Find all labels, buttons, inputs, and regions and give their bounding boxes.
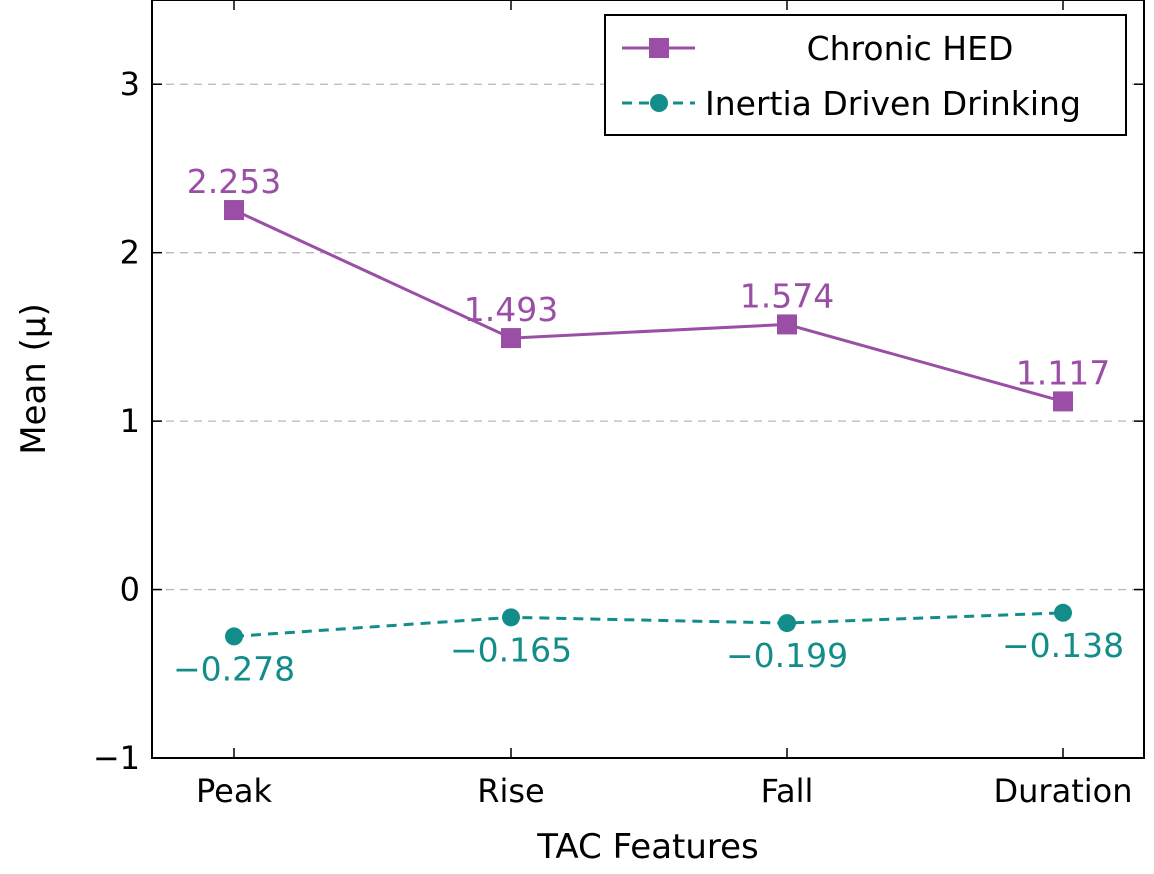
legend-label-chronic-hed: Chronic HED (807, 29, 1014, 68)
legend-box (604, 14, 1127, 136)
data-label-s1-3: −0.138 (1002, 626, 1124, 665)
data-label-s0-2: 1.574 (740, 276, 834, 315)
data-point-s1-0 (225, 627, 243, 646)
series-line-1 (233, 611, 1064, 638)
data-point-s1-2 (778, 614, 796, 633)
data-label-s0-1: 1.493 (464, 290, 558, 329)
x-tick-label-1: Rise (477, 772, 544, 810)
legend-marker-chronic-hed (649, 38, 669, 58)
data-label-s1-0: −0.278 (173, 649, 295, 688)
data-point-s0-1 (501, 328, 521, 349)
data-point-s1-1 (502, 608, 520, 627)
y-axis-title: Mean (μ) (14, 303, 54, 455)
axes (151, 0, 1145, 759)
legend-marker-inertia-driven-drinking (650, 94, 668, 112)
data-point-s0-0 (224, 200, 244, 221)
data-labels: 2.253 1.493 1.574 1.117 −0.278 −0.165 −0.199 −0… (173, 162, 1124, 688)
x-tick-label-0: Peak (196, 772, 272, 810)
legend: Chronic HED Inertia Driven Drinking (604, 14, 1127, 136)
y-tick-label-2: 1 (120, 402, 140, 440)
data-label-s0-0: 2.253 (187, 162, 281, 201)
data-point-s1-3 (1054, 603, 1072, 622)
x-tick-label-2: Fall (761, 772, 814, 810)
plot-frame (151, 0, 1145, 759)
y-tick-label-1: 0 (120, 571, 140, 609)
y-tick-label-0: −1 (93, 739, 140, 777)
y-tick-label-3: 2 (120, 234, 140, 272)
data-series (224, 200, 1073, 646)
data-label-s1-2: −0.199 (726, 636, 848, 675)
x-tick-label-3: Duration (994, 772, 1133, 810)
data-point-s0-2 (777, 314, 797, 335)
x-axis-title: TAC Features (536, 827, 759, 867)
data-label-s1-1: −0.165 (450, 630, 572, 669)
axis-ticks: −1 0 1 2 3 Peak Rise Fall Duration (93, 0, 1144, 810)
y-tick-label-4: 3 (120, 65, 140, 103)
data-point-s0-3 (1053, 391, 1073, 412)
series-line-0 (233, 208, 1064, 403)
legend-label-inertia-driven-drinking: Inertia Driven Drinking (705, 84, 1081, 123)
data-label-s0-3: 1.117 (1016, 353, 1110, 392)
grid-lines (152, 83, 1144, 591)
